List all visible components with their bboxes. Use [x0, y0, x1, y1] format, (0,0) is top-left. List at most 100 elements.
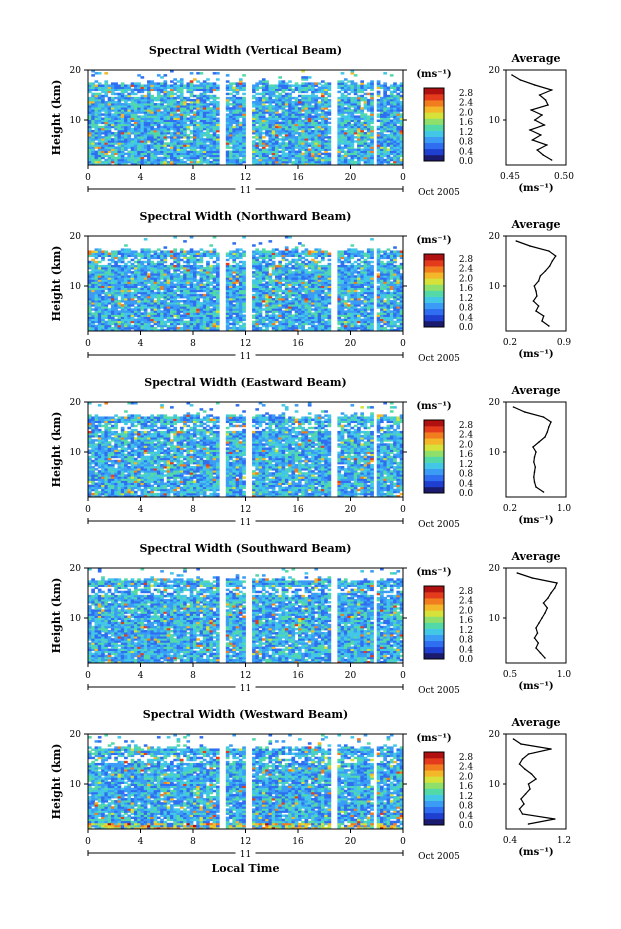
heatmap-cell — [314, 115, 319, 118]
heatmap-cell — [357, 107, 361, 110]
heatmap-cell — [376, 144, 381, 147]
heatmap-cell — [265, 129, 269, 133]
heatmap-cell — [124, 94, 128, 98]
heatmap-cell — [301, 144, 305, 147]
heatmap-cell — [206, 152, 210, 156]
heatmap-cell — [238, 160, 243, 164]
heatmap-cell — [160, 98, 164, 102]
heatmap-cell — [212, 121, 217, 125]
heatmap-cell — [232, 275, 237, 278]
heatmap-cell — [163, 96, 168, 100]
heatmap-cell — [117, 156, 122, 160]
heatmap-cell — [173, 86, 177, 89]
heatmap-cell — [225, 131, 230, 135]
heatmap-cell — [160, 150, 164, 154]
heatmap-cell — [238, 150, 243, 154]
heatmap-cell — [311, 92, 315, 96]
heatmap-cell — [396, 105, 401, 108]
heatmap-cell — [202, 266, 207, 270]
heatmap-cell — [337, 125, 342, 129]
average-point — [538, 94, 541, 96]
heatmap-cell — [261, 142, 266, 145]
heatmap-cell — [202, 113, 207, 116]
heatmap-cell — [343, 121, 348, 125]
heatmap-cell — [179, 158, 184, 162]
heatmap-cell — [193, 156, 197, 160]
heatmap-cell — [130, 117, 135, 120]
average-point — [541, 114, 543, 116]
heatmap-cell — [94, 264, 99, 268]
heatmap-cell — [88, 88, 92, 92]
heatmap-cell — [189, 86, 194, 89]
heatmap-cell — [242, 125, 246, 129]
heatmap-cell — [288, 88, 292, 92]
heatmap-cell — [199, 94, 204, 98]
heatmap-cell — [91, 131, 95, 135]
heatmap-cell — [104, 138, 109, 141]
heatmap-cell — [91, 119, 95, 123]
heatmap-cell — [268, 103, 273, 106]
heatmap-cell — [324, 98, 328, 102]
heatmap-cell — [238, 109, 243, 112]
heatmap-cell — [320, 134, 325, 137]
heatmap-cell — [173, 131, 177, 135]
heatmap-cell — [179, 129, 184, 133]
heatmap-cell — [173, 78, 177, 81]
heatmap-cell — [314, 94, 319, 98]
heatmap-cell — [320, 100, 325, 104]
heatmap-cell — [94, 109, 99, 112]
heatmap-cell — [389, 96, 394, 100]
heatmap-cell — [202, 86, 207, 89]
heatmap-cell — [337, 127, 342, 131]
heatmap-cell — [399, 125, 404, 129]
heatmap-cell — [104, 92, 109, 96]
heatmap-cell — [386, 100, 391, 104]
heatmap-cell — [209, 154, 214, 158]
heatmap-cell — [298, 113, 302, 116]
heatmap-cell — [153, 129, 158, 133]
heatmap-cell — [176, 90, 181, 94]
heatmap-cell — [212, 144, 217, 147]
heatmap-cell — [206, 117, 210, 120]
heatmap-cell — [314, 123, 319, 127]
heatmap-cell — [183, 160, 187, 164]
heatmap-cell — [258, 111, 263, 114]
heatmap-cell — [275, 146, 279, 149]
heatmap-cell — [117, 256, 122, 260]
heatmap-cell — [163, 98, 168, 102]
heatmap-cell — [258, 150, 263, 154]
heatmap-cell — [281, 121, 286, 125]
heatmap-cell — [284, 98, 289, 102]
heatmap-cell — [133, 82, 138, 85]
heatmap-cell — [311, 134, 315, 137]
heatmap-cell — [130, 154, 135, 158]
heatmap-cell — [314, 136, 319, 139]
heatmap-cell — [396, 140, 401, 143]
heatmap-cell — [104, 113, 109, 116]
heatmap-cell — [110, 88, 115, 92]
colorbar-swatch — [424, 100, 444, 107]
heatmap-cell — [265, 131, 269, 135]
heatmap-cell — [343, 154, 348, 158]
heatmap-cell — [232, 105, 237, 108]
heatmap-cell — [140, 152, 145, 156]
heatmap-cell — [166, 103, 171, 106]
heatmap-cell — [160, 140, 164, 143]
heatmap-cell — [268, 140, 273, 143]
heatmap-cell — [173, 154, 177, 158]
heatmap-cell — [196, 138, 200, 141]
heatmap-cell — [363, 125, 368, 129]
heatmap-cell — [320, 160, 325, 164]
heatmap-cell — [288, 80, 292, 83]
heatmap-cell — [238, 100, 243, 104]
heatmap-cell — [383, 146, 387, 149]
heatmap-cell — [225, 138, 230, 141]
heatmap-cell — [163, 125, 168, 129]
heatmap-cell — [232, 250, 237, 253]
heatmap-cell — [294, 138, 299, 141]
heatmap-cell — [94, 154, 99, 158]
heatmap-cell — [91, 125, 95, 129]
heatmap-cell — [88, 125, 92, 129]
heatmap-cell — [353, 103, 358, 106]
heatmap-cell — [304, 162, 309, 166]
